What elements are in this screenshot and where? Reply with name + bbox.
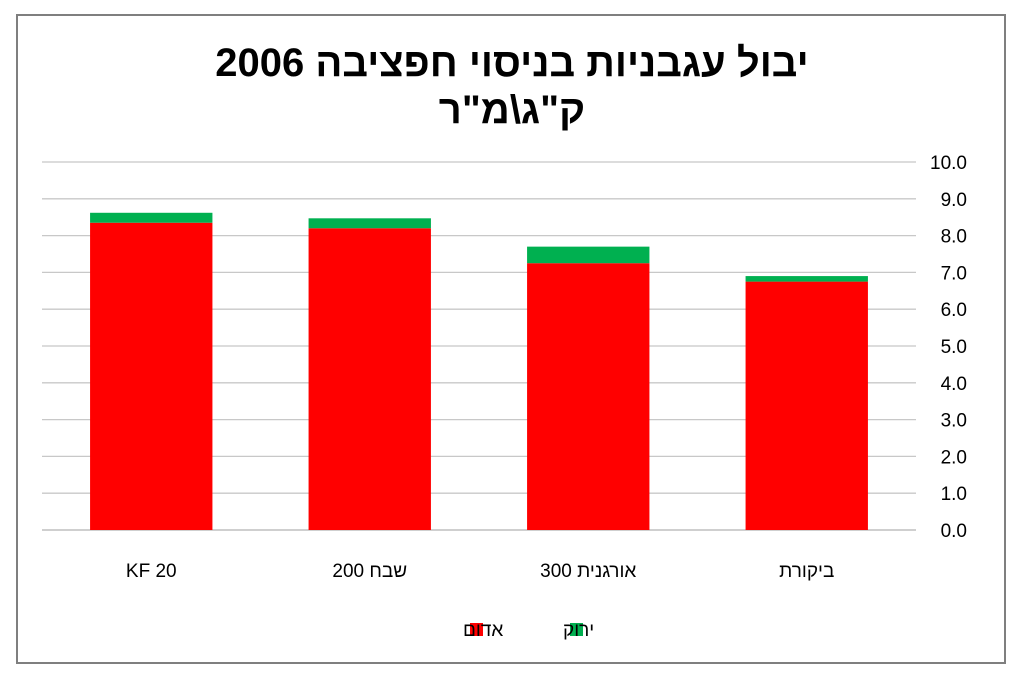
x-axis-category-labels: ביקורת אורגנית 300 שבח 200 KF 20 <box>126 561 834 582</box>
y-tick-label: 1.0 <box>941 484 967 505</box>
y-tick-label: 4.0 <box>941 374 967 395</box>
bar-segment <box>745 281 868 530</box>
bars <box>90 212 868 531</box>
y-axis-tick-labels: 0.0 1.0 2.0 3.0 4.0 5.0 6.0 7.0 8.0 9.0 10.0 <box>930 153 967 542</box>
legend-swatch <box>470 623 483 636</box>
y-tick-label: 10.0 <box>930 153 967 174</box>
bar-segment <box>308 218 431 229</box>
x-category-label: אורגנית 300 <box>540 561 636 582</box>
y-tick-label: 6.0 <box>941 300 967 321</box>
legend-label: אדום <box>463 620 503 641</box>
x-category-label: KF 20 <box>126 561 177 582</box>
bar-segment <box>308 228 431 531</box>
y-tick-label: 3.0 <box>941 411 967 432</box>
y-tick-label: 9.0 <box>941 190 967 211</box>
y-tick-label: 2.0 <box>941 447 967 468</box>
bar-segment <box>527 246 650 264</box>
chart-title: יבול עגבניות בניסוי חפציבה 2006 ק"ג\מ"ר <box>215 41 808 132</box>
x-category-label: ביקורת <box>779 561 834 582</box>
chart-title-line-2: ק"ג\מ"ר <box>439 88 585 132</box>
bar-segment <box>90 212 213 223</box>
legend-label: ירוק <box>563 620 594 641</box>
y-tick-label: 8.0 <box>941 227 967 248</box>
chart-title-line-1: יבול עגבניות בניסוי חפציבה 2006 <box>215 41 808 85</box>
legend-swatch <box>570 623 583 636</box>
x-category-label: שבח 200 <box>332 561 407 582</box>
legend: ירוק אדום <box>463 620 594 641</box>
bar-segment <box>745 276 868 282</box>
bar-segment <box>527 263 650 530</box>
bar-segment <box>90 222 213 530</box>
y-tick-label: 7.0 <box>941 263 967 284</box>
y-tick-label: 0.0 <box>941 521 967 542</box>
y-tick-label: 5.0 <box>941 337 967 358</box>
